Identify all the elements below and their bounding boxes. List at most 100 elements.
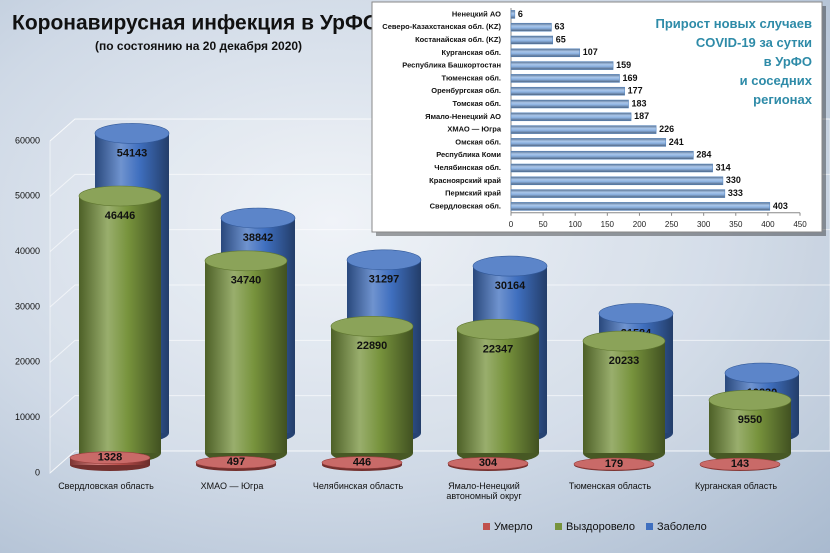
bar	[510, 150, 694, 160]
value-label: 6	[518, 9, 523, 19]
value-label: 284	[696, 150, 711, 160]
y-tick-label: Челябинская обл.	[434, 163, 501, 172]
inset-title: Прирост новых случаев COVID-19 за сутки …	[655, 16, 812, 107]
cylinder-top	[456, 319, 540, 340]
x-tick-label: 0	[509, 220, 514, 229]
bar	[510, 10, 516, 19]
cylinder-top	[699, 457, 781, 471]
legend-label: Умерло	[494, 521, 533, 533]
value-label: 107	[583, 47, 598, 57]
y-tick-label: Оренбургская обл.	[431, 86, 501, 95]
y-tick-label: Курганская обл.	[442, 48, 502, 57]
x-tick-label: 350	[729, 220, 743, 229]
y-tick-label: Ямало-Ненецкий АО	[425, 112, 501, 121]
bar	[510, 163, 713, 173]
bar	[510, 112, 632, 122]
bar	[510, 48, 580, 58]
y-tick-label: Ненецкий АО	[452, 9, 501, 18]
y-tick-label: 30000	[15, 301, 40, 311]
cylinder-top	[346, 249, 422, 271]
y-tick-label: ХМАО — Югра	[447, 125, 502, 134]
y-tick-label: Костанайская обл. (KZ)	[415, 35, 501, 44]
value-label: 22347	[483, 343, 514, 355]
cylinder-body	[205, 260, 287, 453]
y-tick-label: Северо-Казахстанская обл. (KZ)	[382, 22, 501, 31]
y-tick-label: 50000	[15, 191, 40, 201]
value-label: 54143	[117, 147, 148, 159]
cylinder-top	[94, 123, 170, 144]
y-tick-label: Пермский край	[445, 189, 501, 198]
bar	[510, 138, 667, 147]
x-tick-label: 100	[569, 220, 583, 229]
y-tick-label: Республика Башкортостан	[402, 61, 501, 70]
x-tick-label: Курганская область	[694, 481, 778, 491]
cylinder-top	[472, 255, 548, 277]
cylinder-body	[457, 329, 539, 453]
bar	[510, 125, 657, 134]
value-label: 34740	[231, 275, 262, 287]
value-label: 9550	[738, 414, 762, 426]
chart-title: Коронавирусная инфекция в УрФО	[12, 12, 379, 35]
value-label: 179	[605, 458, 623, 470]
grid-line	[49, 450, 830, 474]
x-tick-label: Свердловская область	[58, 481, 154, 491]
legend-marker	[555, 523, 562, 530]
bar	[510, 22, 552, 32]
value-label: 20233	[609, 355, 640, 367]
x-tick-label: Ямало-Ненецкий автономный округ	[446, 481, 522, 501]
value-label: 241	[669, 137, 684, 147]
x-tick-label: 200	[633, 220, 647, 229]
value-label: 30164	[495, 280, 526, 292]
bar	[510, 74, 620, 83]
x-tick-label: 50	[539, 220, 548, 229]
x-tick-label: ХМАО — Югра	[200, 481, 264, 491]
cylinder-body	[583, 341, 665, 453]
y-tick-label: Республика Коми	[436, 150, 501, 159]
y-tick-label: Красноярский край	[429, 176, 501, 185]
legend-label: Выздоровело	[566, 521, 635, 533]
chart-subtitle: (по состоянию на 20 декабря 2020)	[95, 39, 302, 53]
bar	[510, 61, 614, 70]
value-label: 65	[556, 34, 566, 44]
value-label: 304	[479, 457, 498, 469]
cylinder-top	[204, 250, 288, 272]
value-label: 333	[728, 188, 743, 198]
value-label: 63	[554, 22, 564, 32]
y-tick-label: Свердловская обл.	[430, 201, 501, 210]
cylinder-body	[79, 195, 161, 454]
y-tick-label: 10000	[15, 412, 40, 422]
cylinder-top	[78, 185, 162, 207]
y-tick-label: Томская обл.	[453, 99, 501, 108]
value-label: 446	[353, 456, 371, 468]
legend-marker	[646, 523, 653, 530]
cylinder-top	[598, 303, 674, 324]
cylinder-top	[582, 330, 666, 352]
bar	[510, 176, 724, 186]
legend-label: Заболело	[657, 521, 707, 533]
x-tick-label: 150	[601, 220, 615, 229]
cylinder-top	[330, 316, 414, 337]
cylinder-top	[447, 457, 529, 470]
value-label: 497	[227, 456, 245, 468]
value-label: 31297	[369, 274, 400, 286]
x-tick-label: Тюменская область	[568, 481, 652, 491]
value-label: 314	[716, 162, 731, 172]
cylinder-top	[573, 457, 655, 471]
cylinder-top	[321, 456, 403, 469]
cylinder-body	[331, 326, 413, 453]
y-tick-label: Омская обл.	[455, 137, 501, 146]
value-label: 143	[731, 458, 749, 470]
value-label: 330	[726, 175, 741, 185]
bar	[510, 189, 726, 198]
value-label: 46446	[105, 210, 136, 222]
bar	[510, 86, 625, 96]
x-tick-label: 400	[761, 220, 775, 229]
y-tick-label: 40000	[15, 246, 40, 256]
bar	[510, 202, 771, 211]
grid-line	[49, 395, 830, 419]
value-label: 403	[773, 201, 788, 211]
value-label: 187	[634, 111, 649, 121]
cylinder-top	[69, 451, 151, 464]
